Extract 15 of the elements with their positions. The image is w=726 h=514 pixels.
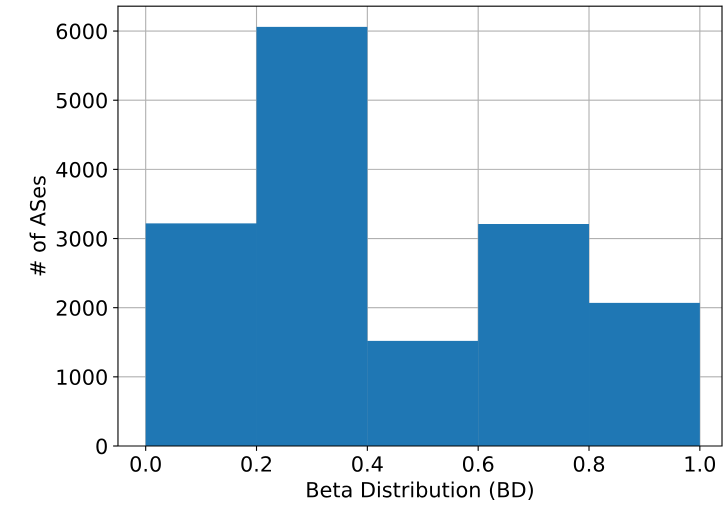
x-tick-label: 0.0 <box>130 456 161 472</box>
y-axis-title: # of ASes <box>30 176 46 276</box>
y-tick-label: 3000 <box>56 230 107 247</box>
y-tick-label: 0 <box>96 438 107 454</box>
x-tick-label: 0.2 <box>241 456 271 472</box>
x-tick-label: 0.6 <box>462 456 494 472</box>
y-tick-label: 5000 <box>56 92 107 108</box>
y-tick-label: 1000 <box>58 369 107 386</box>
y-tick-label: 2000 <box>56 300 107 316</box>
x-tick-label: 0.4 <box>352 456 383 472</box>
x-tick-label: 0.8 <box>574 456 604 472</box>
x-tick-label: 1.0 <box>686 456 716 472</box>
x-axis-title: Beta Distribution (BD) <box>307 481 533 500</box>
y-tick-label: 4000 <box>56 162 107 178</box>
y-tick-label: 6000 <box>56 24 107 40</box>
